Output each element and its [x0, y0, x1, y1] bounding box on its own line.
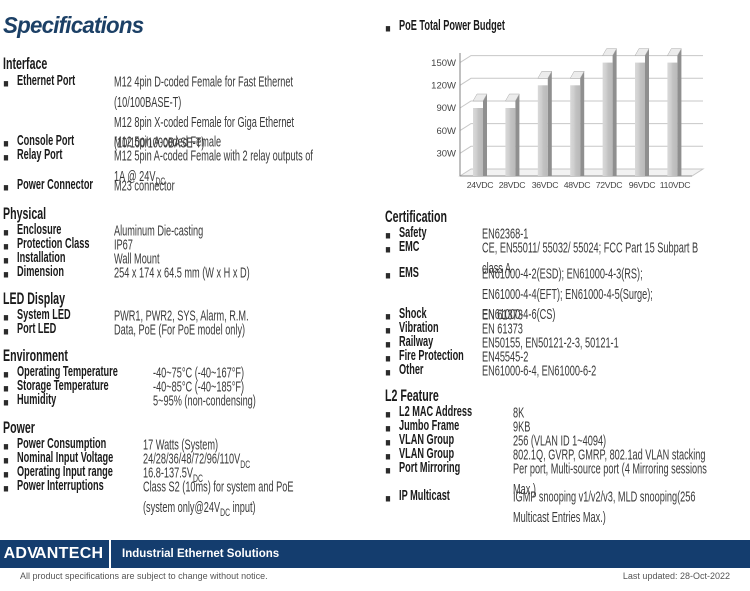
svg-text:72VDC: 72VDC	[596, 180, 623, 190]
svg-text:110VDC: 110VDC	[660, 180, 690, 190]
svg-text:150W: 150W	[431, 58, 456, 69]
svg-text:96VDC: 96VDC	[629, 180, 656, 190]
svg-text:30W: 30W	[436, 149, 456, 160]
svg-text:28VDC: 28VDC	[499, 180, 526, 190]
svg-text:24VDC: 24VDC	[467, 180, 494, 190]
svg-text:60W: 60W	[436, 126, 456, 137]
svg-text:48VDC: 48VDC	[564, 180, 591, 190]
svg-text:120W: 120W	[431, 81, 456, 92]
svg-text:36VDC: 36VDC	[532, 180, 559, 190]
svg-text:90W: 90W	[436, 103, 456, 114]
